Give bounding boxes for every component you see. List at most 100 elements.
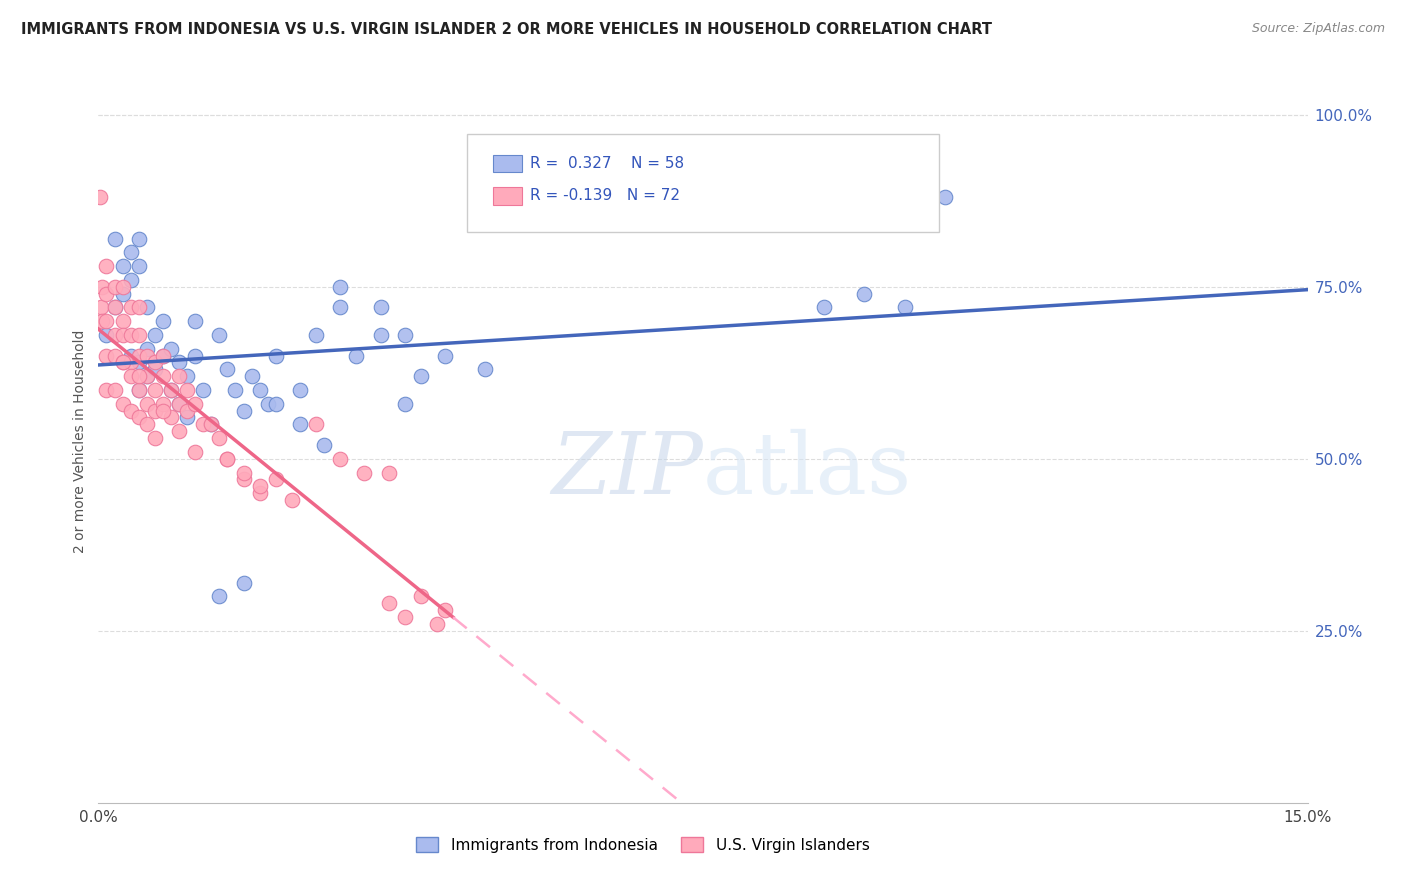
- Point: [152, 314, 174, 328]
- Point: [103, 279, 125, 293]
- Point: [128, 301, 150, 315]
- Point: [111, 279, 134, 293]
- Point: [103, 349, 125, 363]
- Point: [152, 397, 174, 411]
- Point: [288, 383, 311, 397]
- Point: [217, 362, 239, 376]
- Point: [111, 286, 134, 301]
- Point: [128, 383, 150, 397]
- Point: [152, 403, 174, 417]
- Point: [91, 314, 114, 328]
- Point: [217, 451, 239, 466]
- Point: [176, 410, 198, 425]
- Point: [120, 327, 142, 342]
- Point: [111, 259, 134, 273]
- Point: [96, 383, 118, 397]
- Point: [128, 327, 150, 342]
- Point: [111, 314, 134, 328]
- Point: [120, 403, 142, 417]
- Point: [143, 327, 166, 342]
- FancyBboxPatch shape: [492, 154, 522, 172]
- Point: [249, 383, 271, 397]
- Point: [128, 355, 150, 369]
- Point: [143, 403, 166, 417]
- Point: [394, 610, 416, 624]
- Point: [184, 314, 207, 328]
- Text: ZIP: ZIP: [551, 429, 703, 512]
- Point: [409, 369, 432, 384]
- Point: [135, 369, 157, 384]
- Point: [96, 327, 118, 342]
- Point: [135, 342, 157, 356]
- Point: [96, 349, 118, 363]
- Point: [353, 466, 375, 480]
- Point: [184, 445, 207, 459]
- Point: [329, 451, 352, 466]
- Text: R = -0.139   N = 72: R = -0.139 N = 72: [530, 188, 681, 203]
- Point: [135, 349, 157, 363]
- Point: [232, 575, 254, 590]
- Point: [329, 301, 352, 315]
- Point: [176, 383, 198, 397]
- Point: [853, 286, 876, 301]
- Point: [160, 410, 183, 425]
- Point: [111, 327, 134, 342]
- Point: [135, 417, 157, 432]
- Text: atlas: atlas: [703, 429, 912, 512]
- Point: [103, 301, 125, 315]
- Text: R =  0.327    N = 58: R = 0.327 N = 58: [530, 156, 685, 171]
- Point: [240, 369, 263, 384]
- Point: [143, 431, 166, 445]
- Point: [160, 383, 183, 397]
- Point: [232, 472, 254, 486]
- Point: [160, 342, 183, 356]
- FancyBboxPatch shape: [492, 187, 522, 204]
- Point: [329, 279, 352, 293]
- Point: [256, 397, 278, 411]
- Point: [305, 417, 328, 432]
- Point: [167, 397, 190, 411]
- Point: [111, 397, 134, 411]
- Point: [160, 383, 183, 397]
- Point: [176, 403, 198, 417]
- Point: [128, 259, 150, 273]
- Point: [128, 231, 150, 245]
- Legend: Immigrants from Indonesia, U.S. Virgin Islanders: Immigrants from Indonesia, U.S. Virgin I…: [408, 830, 877, 860]
- Point: [232, 403, 254, 417]
- Point: [208, 327, 231, 342]
- Point: [111, 355, 134, 369]
- Point: [120, 245, 142, 260]
- Point: [103, 327, 125, 342]
- Point: [264, 349, 287, 363]
- Point: [200, 417, 222, 432]
- Point: [193, 383, 215, 397]
- FancyBboxPatch shape: [467, 135, 939, 232]
- Point: [91, 279, 114, 293]
- Point: [934, 190, 956, 204]
- Point: [111, 355, 134, 369]
- Point: [208, 590, 231, 604]
- Text: IMMIGRANTS FROM INDONESIA VS U.S. VIRGIN ISLANDER 2 OR MORE VEHICLES IN HOUSEHOL: IMMIGRANTS FROM INDONESIA VS U.S. VIRGIN…: [21, 22, 993, 37]
- Text: Source: ZipAtlas.com: Source: ZipAtlas.com: [1251, 22, 1385, 36]
- Point: [96, 314, 118, 328]
- Point: [305, 327, 328, 342]
- Point: [143, 355, 166, 369]
- Point: [184, 397, 207, 411]
- Point: [103, 231, 125, 245]
- Point: [224, 383, 246, 397]
- Point: [167, 355, 190, 369]
- Point: [434, 603, 457, 617]
- Point: [377, 466, 399, 480]
- Y-axis label: 2 or more Vehicles in Household: 2 or more Vehicles in Household: [73, 330, 87, 553]
- Point: [128, 349, 150, 363]
- Point: [232, 466, 254, 480]
- Point: [377, 596, 399, 610]
- Point: [394, 397, 416, 411]
- Point: [96, 259, 118, 273]
- Point: [370, 327, 392, 342]
- Point: [152, 349, 174, 363]
- Point: [281, 493, 304, 508]
- Point: [344, 349, 367, 363]
- Point: [426, 616, 449, 631]
- Point: [120, 355, 142, 369]
